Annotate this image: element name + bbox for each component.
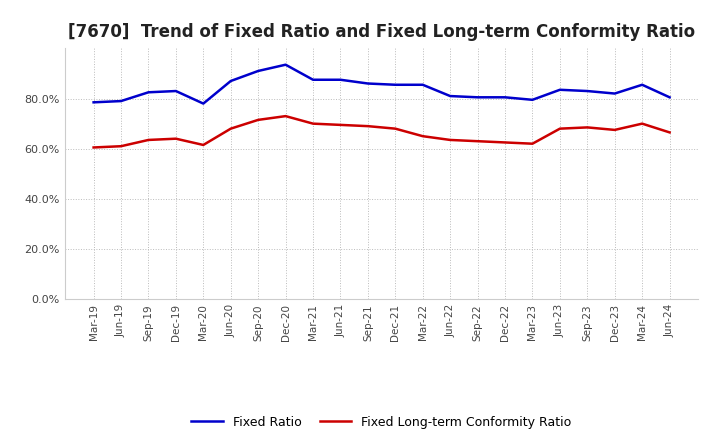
Fixed Long-term Conformity Ratio [254, 117, 263, 122]
Fixed Long-term Conformity Ratio [226, 126, 235, 131]
Fixed Long-term Conformity Ratio [500, 140, 509, 145]
Fixed Long-term Conformity Ratio [117, 143, 125, 149]
Fixed Ratio [556, 87, 564, 92]
Line: Fixed Long-term Conformity Ratio: Fixed Long-term Conformity Ratio [94, 116, 670, 147]
Fixed Ratio [446, 93, 454, 99]
Fixed Ratio [199, 101, 207, 106]
Fixed Ratio [418, 82, 427, 88]
Fixed Long-term Conformity Ratio [391, 126, 400, 131]
Fixed Long-term Conformity Ratio [473, 139, 482, 144]
Fixed Long-term Conformity Ratio [364, 124, 372, 129]
Fixed Ratio [144, 90, 153, 95]
Legend: Fixed Ratio, Fixed Long-term Conformity Ratio: Fixed Ratio, Fixed Long-term Conformity … [186, 411, 577, 434]
Fixed Ratio [226, 78, 235, 84]
Fixed Ratio [473, 95, 482, 100]
Fixed Ratio [336, 77, 345, 82]
Fixed Long-term Conformity Ratio [556, 126, 564, 131]
Fixed Ratio [282, 62, 290, 67]
Fixed Ratio [391, 82, 400, 88]
Fixed Ratio [583, 88, 592, 94]
Fixed Ratio [364, 81, 372, 86]
Fixed Long-term Conformity Ratio [583, 125, 592, 130]
Fixed Ratio [611, 91, 619, 96]
Fixed Long-term Conformity Ratio [611, 127, 619, 132]
Fixed Long-term Conformity Ratio [418, 133, 427, 139]
Title: [7670]  Trend of Fixed Ratio and Fixed Long-term Conformity Ratio: [7670] Trend of Fixed Ratio and Fixed Lo… [68, 23, 696, 41]
Fixed Ratio [528, 97, 537, 103]
Fixed Long-term Conformity Ratio [309, 121, 318, 126]
Fixed Ratio [500, 95, 509, 100]
Fixed Ratio [638, 82, 647, 88]
Fixed Long-term Conformity Ratio [171, 136, 180, 141]
Fixed Long-term Conformity Ratio [638, 121, 647, 126]
Fixed Ratio [665, 95, 674, 100]
Line: Fixed Ratio: Fixed Ratio [94, 65, 670, 103]
Fixed Ratio [89, 100, 98, 105]
Fixed Ratio [117, 99, 125, 104]
Fixed Long-term Conformity Ratio [282, 114, 290, 119]
Fixed Long-term Conformity Ratio [665, 130, 674, 135]
Fixed Long-term Conformity Ratio [89, 145, 98, 150]
Fixed Ratio [309, 77, 318, 82]
Fixed Ratio [171, 88, 180, 94]
Fixed Long-term Conformity Ratio [446, 137, 454, 143]
Fixed Long-term Conformity Ratio [336, 122, 345, 128]
Fixed Ratio [254, 68, 263, 73]
Fixed Long-term Conformity Ratio [199, 142, 207, 147]
Fixed Long-term Conformity Ratio [528, 141, 537, 147]
Fixed Long-term Conformity Ratio [144, 137, 153, 143]
